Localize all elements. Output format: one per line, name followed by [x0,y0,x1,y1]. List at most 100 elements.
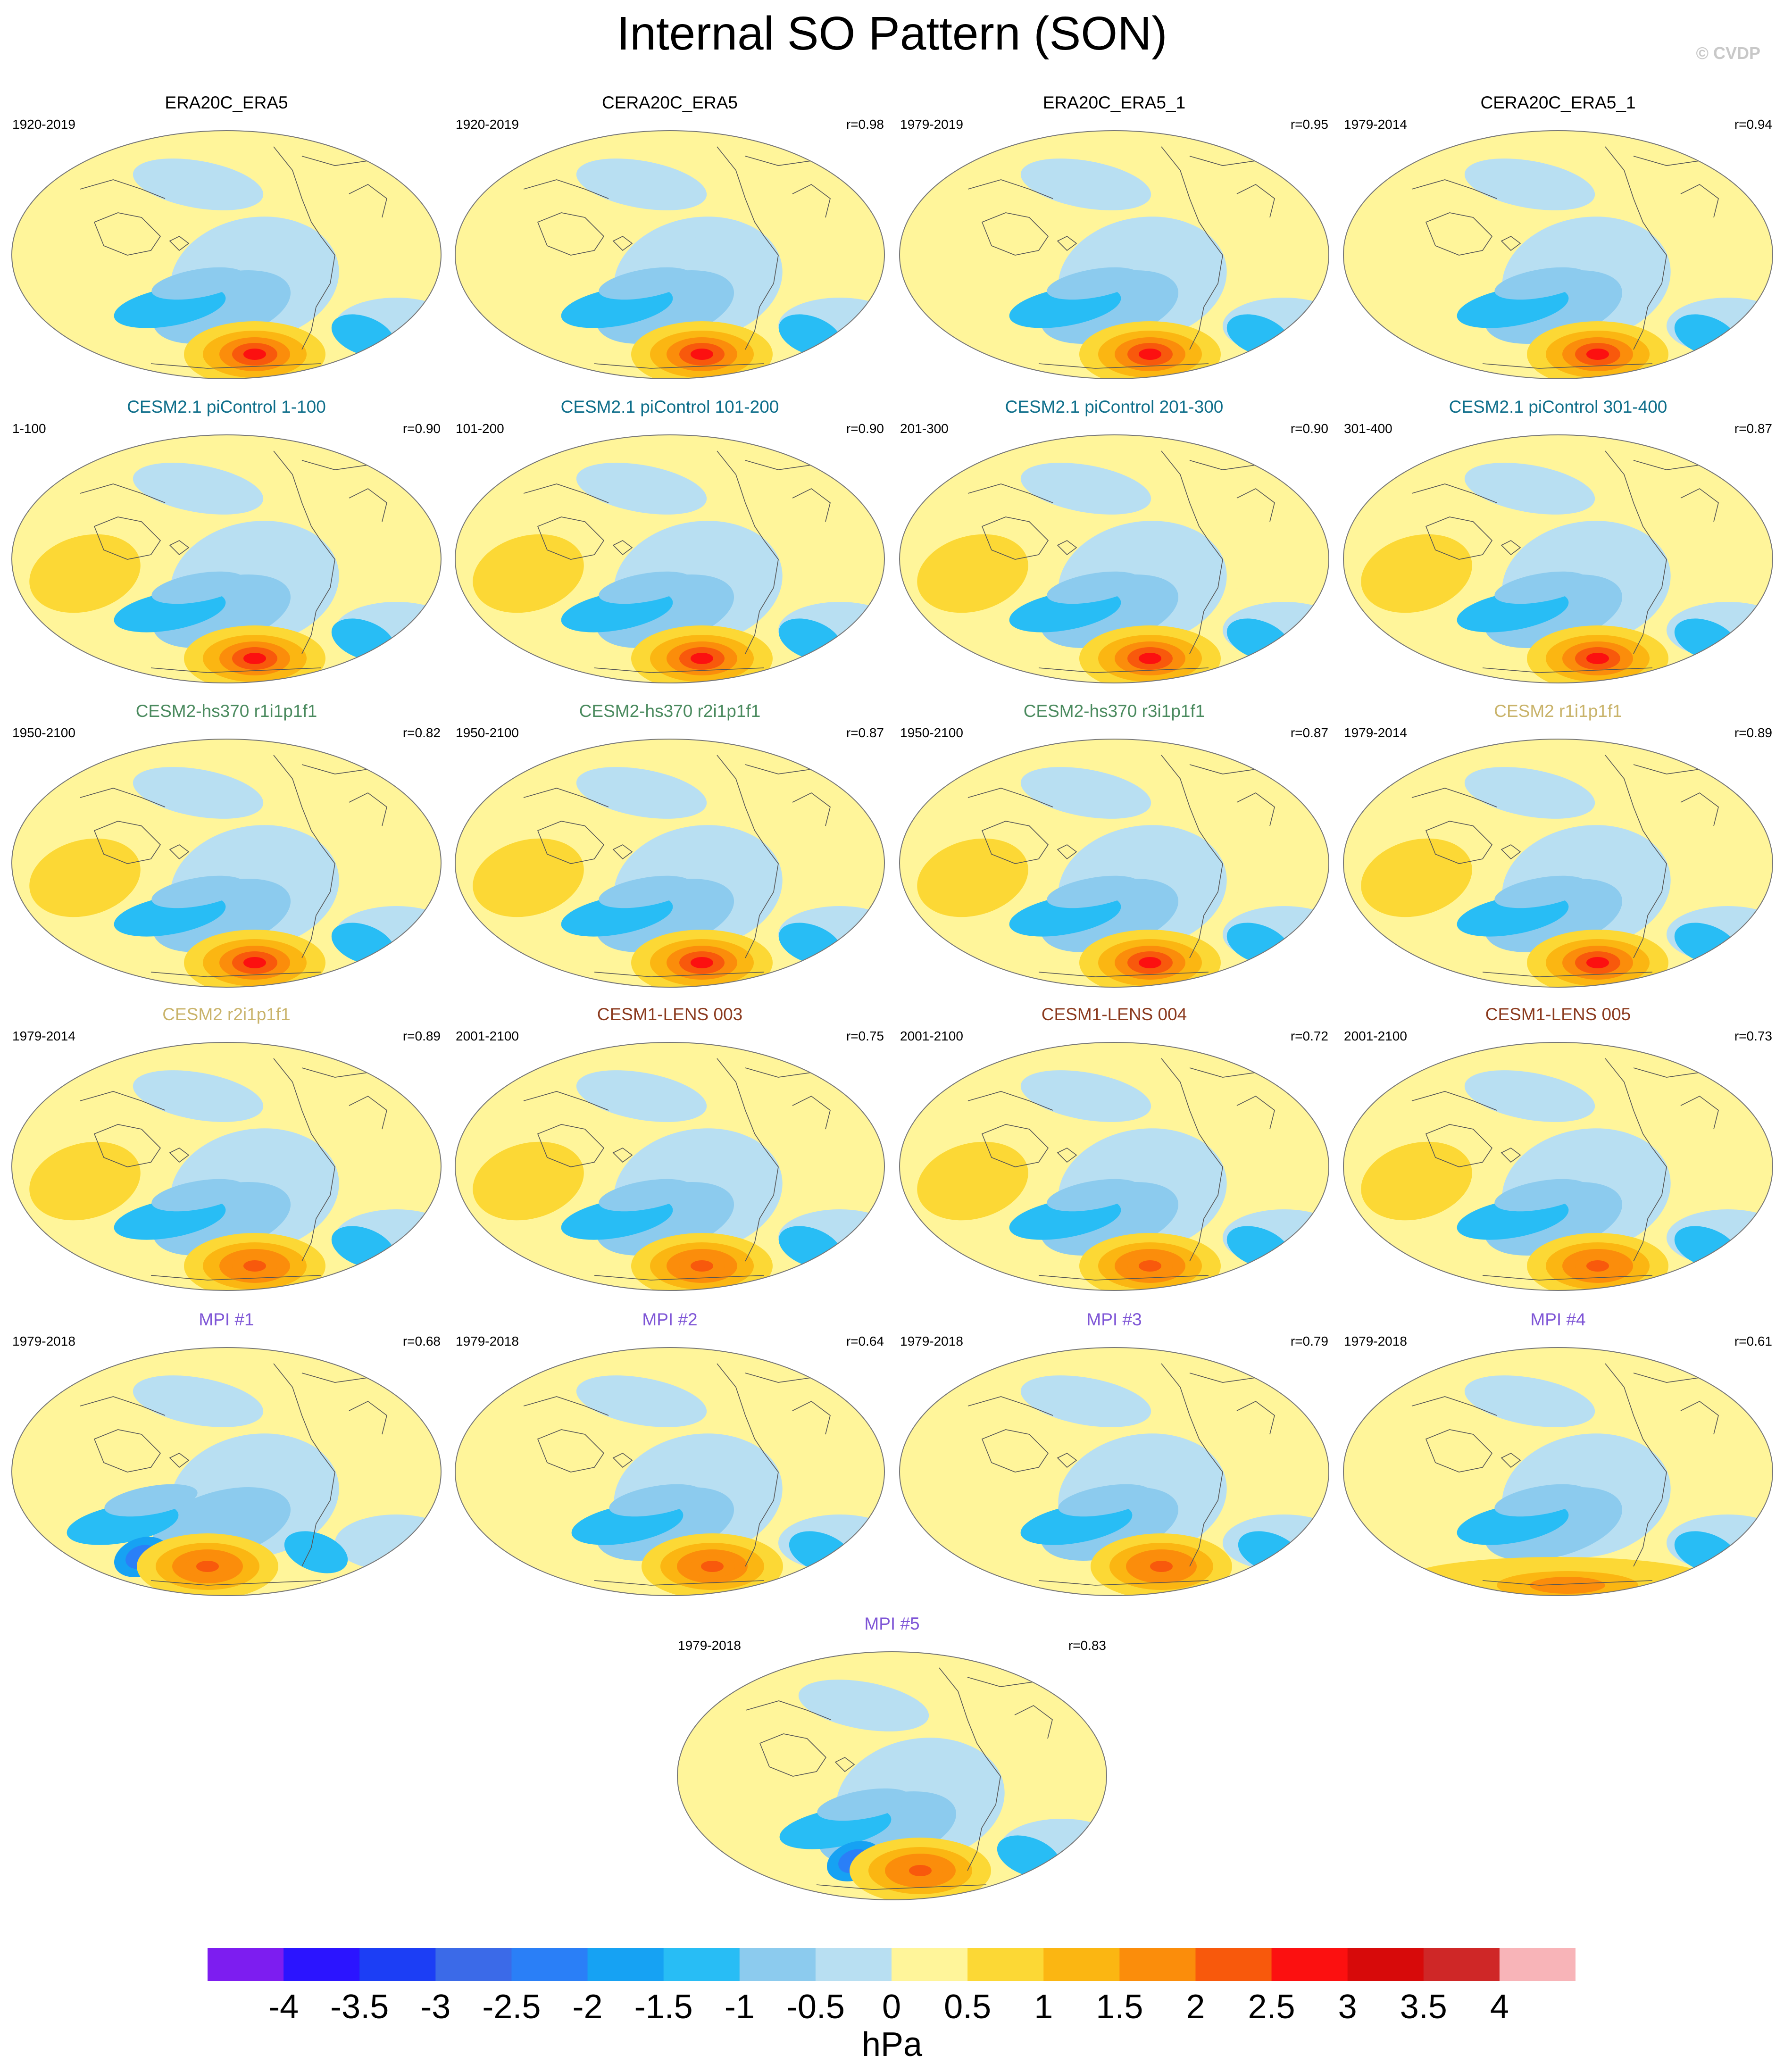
coastline [1161,146,1223,350]
colorbar-swatch [663,1948,740,1981]
coastline [1680,792,1719,826]
coastline [1501,236,1521,251]
panel-correlation: r=0.87 [846,725,884,740]
colorbar-tick-label: 4 [1490,1988,1509,2026]
panel-period: 1979-2018 [1344,1334,1407,1348]
coastline [1680,1401,1719,1435]
globe-map [899,739,1329,988]
slp-contour [798,1680,929,1731]
globe-outline [455,1347,885,1596]
coastline [523,483,609,503]
coastline [1038,667,1209,673]
slp-contour [599,267,692,300]
slp-contour [576,158,707,210]
coastline [150,363,321,369]
colorbar-swatch [208,1948,284,1981]
coastline [1425,821,1493,864]
colorbar-swatch [435,1948,512,1981]
panel-period: 1979-2018 [678,1638,741,1653]
slp-contour [151,571,245,604]
colorbar-tick-label: 0.5 [944,1988,992,2026]
coastline [792,184,831,218]
coastline [80,483,166,503]
coastline [80,1396,166,1416]
panel-correlation: r=0.61 [1734,1334,1772,1348]
globe-map [1343,434,1773,683]
globe-outline [11,434,442,683]
panel-correlation: r=0.95 [1290,117,1328,132]
globe-map [455,739,885,988]
coastline [612,1453,633,1468]
slp-contour [1058,1484,1151,1517]
globe-outline [899,130,1329,379]
coastline [1605,755,1667,958]
colorbar-tick-label: 0 [882,1988,901,2026]
globe-map [455,1042,885,1291]
coastline [1161,755,1223,958]
slp-contour [1494,1179,1588,1212]
panel-correlation: r=0.68 [402,1334,441,1348]
colorbar-swatch [1423,1948,1500,1981]
coastline [1038,972,1209,977]
globe-map [11,130,442,379]
colorbar-swatch [1499,1948,1576,1981]
panel-title: MPI #2 [642,1310,698,1329]
map-panel: CESM2 r2i1p1f1 1979-2014 r=0.89 [9,1004,443,1293]
colorbar-tick-label: -2.5 [482,1988,541,2026]
globe-outline [1343,434,1773,683]
coastline [273,146,335,350]
coastline [967,1091,1053,1111]
coastline [150,667,321,673]
slp-contour [251,524,334,585]
globe-outline [1343,130,1773,379]
panel-period: 1950-2100 [12,725,75,740]
map-panel: ERA20C_ERA5 1920-2019 [9,92,443,382]
coastline [594,1580,765,1586]
map-panel: CESM2.1 piControl 301-400 301-400 r=0.87 [1341,396,1775,686]
coastline [1161,1058,1223,1262]
slp-contour [133,767,264,819]
coastline [1236,792,1275,826]
map-panel: CESM2-hs370 r1i1p1f1 1950-2100 r=0.82 [9,700,443,990]
panel-correlation: r=0.94 [1734,117,1772,132]
slp-contour [1586,653,1609,664]
coastline [80,788,166,807]
coastline [1411,1091,1497,1111]
globe-map [899,434,1329,683]
globe-map [11,434,442,683]
slp-contour [909,1865,932,1876]
coastline [349,488,387,522]
panel-period: 1979-2018 [456,1334,519,1348]
panel-period: 201-300 [900,421,949,436]
slp-contour [251,220,334,281]
panel-period: 1920-2019 [12,117,75,132]
panel-correlation: r=0.89 [1734,725,1772,740]
slp-contour [1020,463,1151,515]
globe-map [1343,130,1773,379]
coastline [1680,488,1719,522]
coastline [1411,788,1497,807]
panel-correlation: r=0.87 [1734,421,1772,436]
panel-correlation: r=0.64 [846,1334,884,1348]
colorbar-tick-label: -4 [268,1988,299,2026]
coastline [169,1148,190,1163]
colorbar-swatch [511,1948,588,1981]
coastline [1482,1275,1653,1281]
slp-contour [691,653,713,664]
globe-map [677,1651,1107,1900]
slp-contour [1530,1577,1605,1594]
slp-contour [609,1484,702,1517]
slp-contour [1586,957,1609,968]
coastline [745,1700,831,1720]
slp-contour [1139,653,1161,664]
panel-title: CESM1-LENS 004 [1041,1005,1187,1024]
panel-period: 1979-2018 [12,1334,75,1348]
globe-map [899,1042,1329,1291]
slp-contour [1020,767,1151,819]
globe-map [1343,1347,1773,1596]
panel-title: CESM2.1 piControl 201-300 [1005,397,1224,416]
coastline [717,755,779,958]
slp-contour [1494,1484,1588,1517]
slp-contour [243,349,266,360]
slp-contour [576,1375,707,1427]
